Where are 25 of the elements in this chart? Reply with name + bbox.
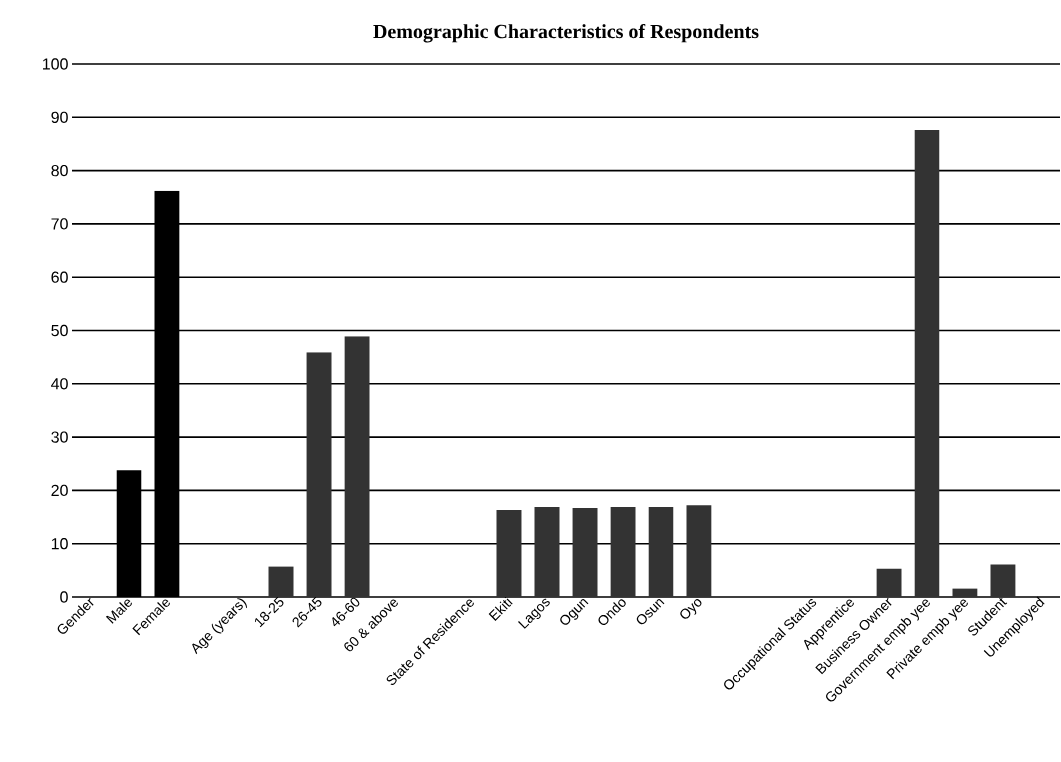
- y-tick-label: 30: [51, 431, 68, 443]
- bar: [876, 568, 902, 597]
- bar: [496, 510, 522, 597]
- bar: [686, 505, 712, 597]
- bar: [306, 352, 332, 597]
- bar: [952, 588, 978, 597]
- chart-title: Demographic Characteristics of Respondents: [373, 23, 759, 43]
- bar: [610, 506, 636, 597]
- bar: [990, 564, 1016, 597]
- y-tick-label: 100: [43, 58, 68, 70]
- bar: [534, 506, 560, 597]
- y-tick-label: 60: [51, 271, 68, 283]
- bar: [572, 507, 598, 597]
- bar: [914, 130, 940, 597]
- bar: [648, 506, 674, 597]
- y-tick-label: 40: [51, 378, 68, 390]
- y-tick-label: 50: [51, 324, 68, 337]
- x-tick-label: Oyo: [680, 599, 702, 619]
- y-tick-label: 70: [51, 218, 68, 230]
- bar: [344, 336, 370, 597]
- y-tick-label: 20: [51, 484, 68, 497]
- bar: [268, 566, 294, 597]
- y-tick-label: 80: [51, 164, 68, 177]
- y-tick-label: 90: [51, 111, 68, 123]
- y-tick-label: 10: [51, 538, 68, 550]
